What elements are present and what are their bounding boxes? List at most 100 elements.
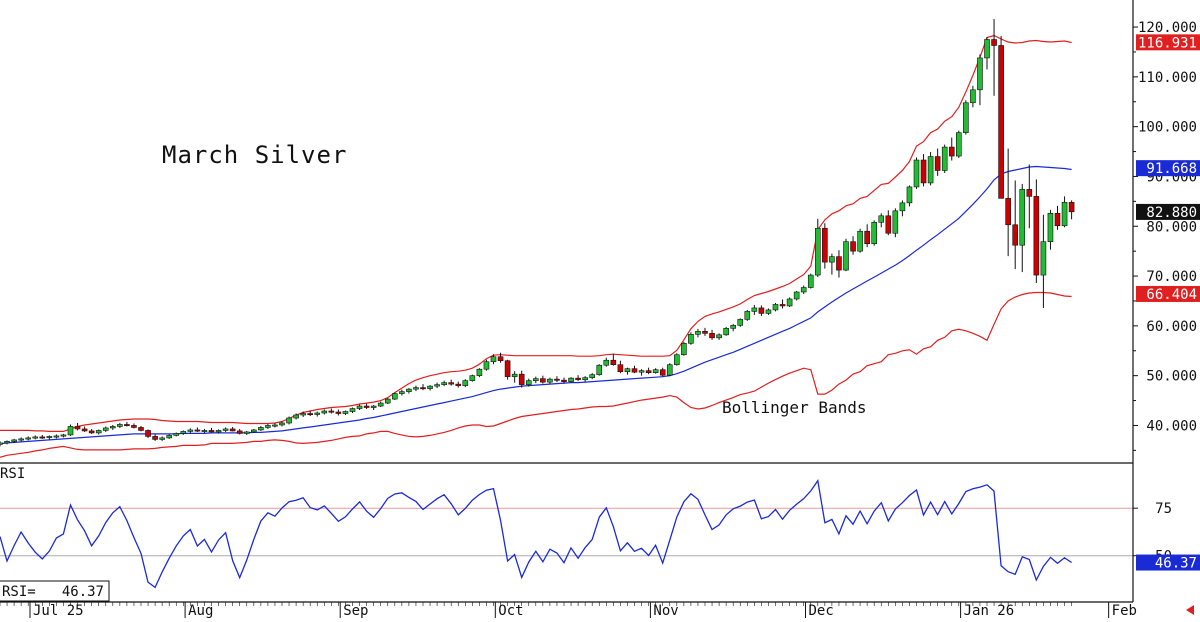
candle (772, 302, 779, 312)
candle-body (603, 359, 610, 366)
candle (32, 435, 39, 440)
candle (476, 368, 483, 378)
candle (1047, 209, 1054, 250)
bollinger-upper-band (0, 34, 1072, 432)
candle-body (434, 384, 440, 387)
candle (991, 19, 997, 96)
candle-body (871, 221, 878, 244)
candle-body (1068, 202, 1075, 213)
candle-body (765, 309, 772, 314)
time-tick-label: Jul 25 (33, 603, 84, 619)
candle (568, 377, 574, 383)
candle-body (688, 334, 694, 344)
candle (314, 411, 321, 417)
candle (349, 407, 356, 414)
candle-body (758, 307, 765, 314)
candle-body (265, 425, 271, 428)
candle-body (638, 370, 645, 373)
candle (702, 327, 708, 336)
candle-body (504, 360, 511, 377)
candle-body (32, 436, 39, 439)
candle (1061, 196, 1068, 228)
candle (279, 421, 285, 427)
candle-body (948, 146, 955, 157)
candle-body (624, 368, 631, 372)
candle (102, 426, 109, 432)
candle (547, 377, 553, 385)
price-badge-label: 66.404 (1146, 287, 1197, 303)
candle (525, 378, 532, 387)
candle-body (4, 441, 10, 444)
candle (1012, 180, 1019, 270)
candle (906, 185, 913, 207)
rsi-readout-value: 46.37 (62, 584, 104, 600)
candle-body (236, 430, 243, 434)
candle-body (659, 369, 666, 376)
candle (899, 200, 906, 217)
candle-body (81, 428, 88, 432)
candle-body (251, 429, 257, 433)
candle-body (589, 374, 596, 378)
price-badge-label: 116.931 (1138, 35, 1197, 51)
candle (955, 130, 962, 159)
scroll-arrow-icon[interactable] (1186, 605, 1194, 615)
candle-body (18, 438, 24, 441)
candle (864, 224, 870, 248)
candle (236, 428, 243, 435)
candle-body (702, 331, 708, 334)
candle (603, 357, 610, 367)
candle-body (420, 387, 426, 390)
candle-body (857, 230, 863, 252)
candle-body (540, 378, 546, 383)
candle (878, 213, 885, 228)
candle-body (67, 426, 74, 436)
candle (800, 285, 807, 294)
candle-body (307, 413, 314, 416)
candle (53, 434, 60, 439)
candle (18, 437, 24, 442)
candle (180, 430, 187, 435)
candle-body (293, 414, 299, 419)
candle-body (187, 429, 194, 432)
candle (737, 318, 744, 327)
candle (786, 297, 793, 307)
candle (744, 309, 751, 321)
candle (356, 404, 363, 411)
candle-body (406, 388, 412, 392)
candle (173, 432, 180, 437)
candle-body (518, 373, 525, 385)
candle-body (941, 146, 948, 171)
candle (251, 428, 257, 433)
candle-body (610, 359, 617, 366)
candle (836, 250, 842, 278)
candle-body (201, 430, 208, 432)
candle (1005, 148, 1011, 257)
candle-body (681, 342, 687, 356)
candle (391, 392, 398, 401)
candle (265, 423, 271, 429)
candle (131, 423, 137, 429)
candle-body (645, 370, 652, 373)
candle (258, 425, 264, 431)
candle-body (0, 442, 3, 445)
candle-body (469, 375, 476, 381)
candle (384, 398, 391, 405)
candle-body (300, 413, 306, 416)
candle-body (829, 256, 835, 263)
candle (561, 377, 567, 384)
candle-body (46, 436, 53, 438)
candle (716, 333, 722, 340)
candle-body (878, 215, 885, 223)
candle-body (843, 241, 849, 271)
candle-body (166, 435, 172, 439)
candle (0, 441, 3, 447)
candle-body (377, 402, 384, 407)
candle-body (370, 405, 377, 408)
candle (532, 376, 539, 384)
candle-body (173, 433, 180, 436)
candle-body (124, 424, 130, 426)
candle (39, 434, 46, 439)
candle-body (906, 186, 913, 204)
candle-body (751, 307, 758, 312)
candle-body (1033, 196, 1040, 276)
